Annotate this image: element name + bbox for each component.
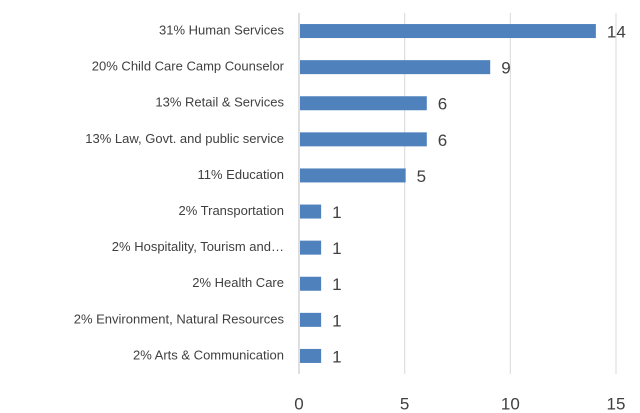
category-label: 2% Transportation	[178, 203, 284, 218]
data-label: 1	[332, 311, 341, 330]
category-label: 2% Hospitality, Tourism and…	[112, 239, 284, 254]
category-label: 31% Human Services	[159, 22, 284, 37]
bar	[300, 240, 322, 255]
x-tick-label: 0	[294, 394, 303, 413]
data-label: 6	[438, 95, 447, 114]
bar	[300, 60, 491, 75]
x-tick-label: 15	[607, 394, 626, 413]
data-label: 1	[332, 203, 341, 222]
bar	[300, 168, 406, 183]
bar	[300, 348, 322, 363]
category-label: 13% Retail & Services	[155, 95, 284, 110]
x-tick-label: 5	[400, 394, 409, 413]
data-label: 6	[438, 131, 447, 150]
bar	[300, 132, 427, 147]
category-label: 2% Environment, Natural Resources	[74, 311, 285, 326]
bar	[300, 312, 322, 327]
category-label: 20% Child Care Camp Counselor	[92, 59, 285, 74]
data-label: 1	[332, 239, 341, 258]
data-label: 1	[332, 347, 341, 366]
bar	[300, 24, 596, 39]
category-label: 2% Arts & Communication	[133, 347, 284, 362]
bar	[300, 276, 322, 291]
data-label: 14	[607, 23, 626, 42]
bar	[300, 204, 322, 219]
data-label: 1	[332, 275, 341, 294]
data-label: 9	[501, 59, 510, 78]
category-label: 13% Law, Govt. and public service	[85, 131, 284, 146]
data-label: 5	[417, 167, 426, 186]
x-tick-label: 10	[501, 394, 520, 413]
bar	[300, 96, 427, 111]
category-label: 11% Education	[198, 167, 285, 182]
category-label: 2% Health Care	[192, 275, 284, 290]
